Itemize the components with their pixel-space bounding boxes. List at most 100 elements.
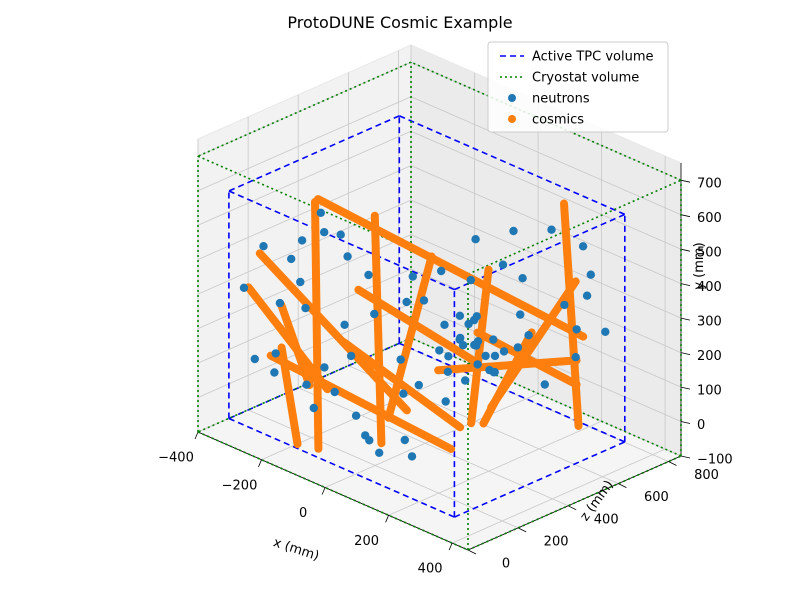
cosmic-track <box>314 195 588 341</box>
neutron-point <box>456 333 465 343</box>
neutron-point <box>239 283 249 292</box>
z-tick-label: 800 <box>694 468 719 483</box>
cryostat-box-edge <box>197 61 412 157</box>
y-tick <box>680 352 691 355</box>
tpc-box-edge <box>228 115 400 192</box>
neutron-point <box>400 435 409 445</box>
tpc-box-edge <box>454 441 626 518</box>
neutron-point <box>509 226 518 236</box>
y-axis-label: y (mm) <box>692 242 707 289</box>
cryostat-box-edge <box>410 61 682 181</box>
x-tick <box>258 459 262 467</box>
x-tick-label: 400 <box>418 562 443 577</box>
grid-line-y <box>197 268 682 388</box>
neutron-point <box>270 368 279 377</box>
neutron-point <box>316 208 325 217</box>
y-tick <box>680 214 691 218</box>
y-tick-label: 400 <box>697 280 722 295</box>
cosmic-track <box>244 283 332 394</box>
neutron-point <box>473 360 482 369</box>
neutron-point <box>499 347 509 356</box>
legend-frame <box>487 41 669 133</box>
x-axis-label: x (mm) <box>271 535 321 564</box>
neutron-point <box>455 311 465 320</box>
neutron-point <box>407 452 417 461</box>
z-tick <box>517 527 527 533</box>
neutron-point <box>540 380 549 389</box>
y-tick-label: 100 <box>697 384 722 399</box>
y-tick <box>680 317 691 321</box>
neutron-point <box>437 266 446 276</box>
neutron-point <box>435 346 444 355</box>
neutron-point <box>471 235 480 244</box>
tpc-box-edge <box>454 213 626 291</box>
cosmic-track <box>277 300 314 390</box>
neutron-point <box>370 309 379 319</box>
neutron-point <box>419 296 429 305</box>
x-tick-label: 200 <box>354 534 379 549</box>
tpc-box-edge <box>398 342 626 443</box>
z-tick-label: 400 <box>594 512 619 527</box>
grid-line-y <box>197 165 682 284</box>
y-tick-label: −100 <box>697 453 733 468</box>
legend-label: Active TPC volume <box>532 50 654 65</box>
cryostat-box-edge <box>410 337 682 457</box>
neutron-point <box>572 325 581 334</box>
y-tick-label: 0 <box>697 418 705 433</box>
z-tick <box>467 549 477 555</box>
z-tick <box>618 483 627 488</box>
neutron-point <box>336 230 345 239</box>
x-tick-label: 0 <box>299 506 307 521</box>
legend-label: neutrons <box>532 92 590 107</box>
neutron-point <box>414 380 423 390</box>
y-tick-label: 500 <box>697 246 722 261</box>
neutron-point <box>408 272 417 281</box>
x-tick-label: −400 <box>158 451 194 466</box>
y-tick <box>680 455 691 459</box>
chart-title: ProtoDUNE Cosmic Example <box>287 13 512 32</box>
x-tick <box>321 487 326 495</box>
neutron-point <box>250 354 259 364</box>
neutron-point <box>396 355 405 364</box>
neutron-point <box>461 376 470 385</box>
neutron-point <box>302 380 311 389</box>
neutron-point <box>287 254 296 264</box>
neutron-point <box>472 312 481 321</box>
neutron-point <box>259 242 268 251</box>
legend-label: Cryostat volume <box>532 71 639 86</box>
neutron-point <box>364 270 373 280</box>
neutron-point <box>441 397 450 406</box>
neutron-point <box>458 341 468 350</box>
neutron-point <box>440 320 449 329</box>
y-tick <box>680 386 691 390</box>
tpc-box-edge <box>228 417 455 518</box>
cosmic-track <box>434 356 581 375</box>
neutron-point <box>571 353 580 362</box>
y-tick <box>680 248 691 252</box>
neutron-point <box>402 297 411 307</box>
legend-label: cosmics <box>532 113 584 128</box>
z-tick <box>568 505 577 511</box>
x-tick-label: −200 <box>222 478 258 493</box>
neutron-points <box>239 208 610 461</box>
neutron-point <box>560 300 569 310</box>
y-tick-label: 700 <box>697 177 722 192</box>
neutron-point <box>340 320 349 329</box>
neutron-point <box>586 270 595 279</box>
neutron-point <box>346 351 356 361</box>
neutron-point <box>516 310 525 319</box>
neutron-point <box>343 252 352 261</box>
neutron-point <box>489 335 498 344</box>
neutron-point <box>320 363 329 372</box>
neutron-point <box>375 448 384 457</box>
y-tick-label: 300 <box>697 315 722 330</box>
neutron-point <box>466 275 475 285</box>
neutron-point <box>296 277 305 287</box>
neutron-point <box>271 349 280 358</box>
x-tick <box>385 515 389 523</box>
cosmic-track <box>560 199 583 430</box>
neutron-point <box>547 225 556 234</box>
neutron-point <box>518 274 527 283</box>
